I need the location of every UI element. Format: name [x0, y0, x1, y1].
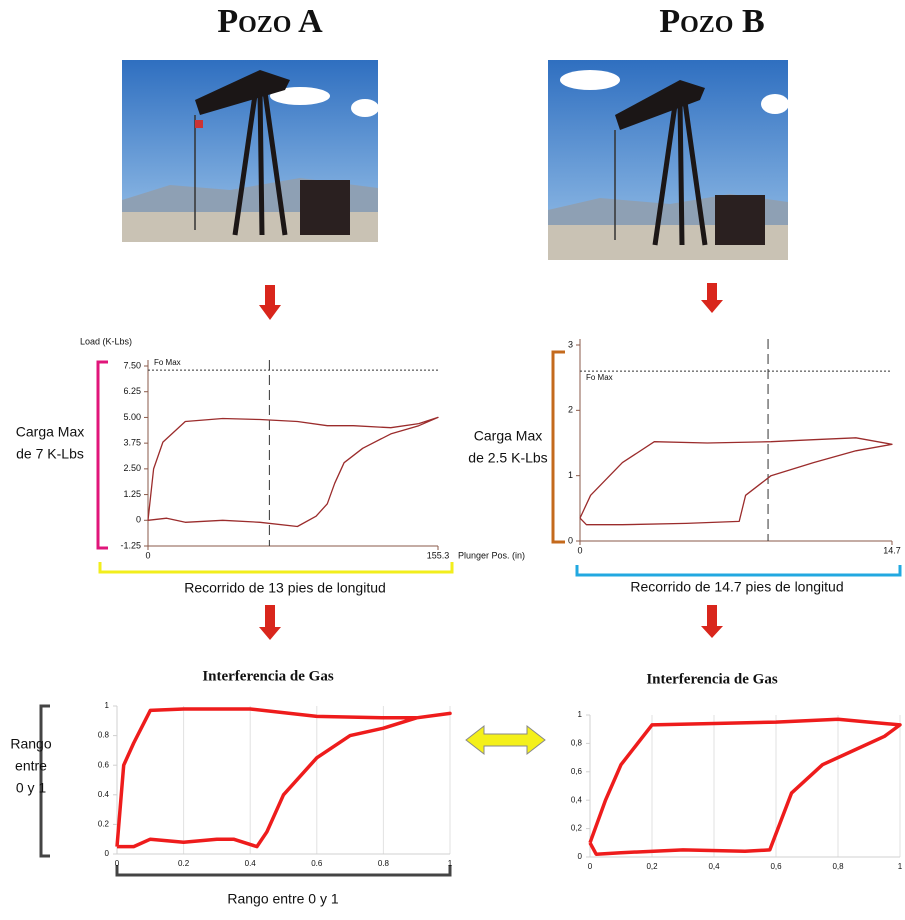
axis-label: Plunger Pos. (in): [458, 550, 525, 560]
y-tick-label: 0: [136, 515, 141, 525]
bracket: [117, 865, 450, 875]
y-tick-label: 1: [568, 470, 573, 480]
annotation: Recorrido de 13 pies de longitud: [184, 580, 386, 596]
y-tick-label: 1: [105, 701, 110, 710]
annotation: de 2.5 K-Lbs: [468, 450, 547, 466]
y-tick-label: 7.50: [123, 360, 141, 370]
y-tick-label: 0,2: [571, 824, 583, 833]
annotation: Carga Max: [474, 428, 542, 444]
x-tick-label: 0: [115, 859, 120, 868]
y-tick-label: 2: [568, 405, 573, 415]
x-tick-label: 0,8: [832, 862, 844, 871]
annotation: 0 y 1: [16, 780, 47, 796]
bracket: [100, 562, 452, 572]
x-tick-label: 0,6: [770, 862, 782, 871]
double-arrow: [466, 726, 545, 754]
curve: [148, 417, 438, 526]
annotation: Rango: [10, 736, 51, 752]
y-tick-label: 6.25: [123, 386, 141, 396]
x-tick-label: 0: [577, 545, 582, 555]
y-tick-label: 1.25: [123, 489, 141, 499]
x-tick-label: 0.6: [311, 859, 323, 868]
annotation: entre: [15, 758, 47, 774]
x-tick-label: 0.2: [178, 859, 190, 868]
x-tick-label: 0: [588, 862, 593, 871]
curve: [117, 709, 450, 847]
annotation: Carga Max: [16, 424, 84, 440]
well-title: Pozo A: [217, 3, 323, 40]
well-title: Pozo B: [659, 3, 764, 40]
chart-title: Interferencia de Gas: [646, 671, 778, 687]
y-tick-label: 0,4: [571, 795, 583, 804]
y-tick-label: 1: [578, 710, 583, 719]
annotation: de 7 K-Lbs: [16, 446, 84, 462]
annotation: Recorrido de 14.7 pies de longitud: [630, 579, 843, 595]
x-tick-label: 0.4: [245, 859, 257, 868]
chart-title: Interferencia de Gas: [202, 668, 334, 684]
photo: [122, 60, 379, 242]
curve: [580, 438, 892, 525]
y-tick-label: 0: [578, 852, 583, 861]
y-tick-label: 3.75: [123, 438, 141, 448]
y-tick-label: 0.8: [98, 731, 110, 740]
y-tick-label: 0,8: [571, 739, 583, 748]
y-tick-label: 0.6: [98, 760, 110, 769]
y-tick-label: -1.25: [120, 540, 141, 550]
curve: [590, 719, 900, 854]
y-tick-label: 0.2: [98, 820, 110, 829]
x-tick-label: 0,4: [708, 862, 720, 871]
photo: [548, 60, 789, 260]
x-tick-label: 0,2: [646, 862, 658, 871]
y-tick-label: 0,6: [571, 767, 583, 776]
fo-max-label: Fo Max: [154, 358, 181, 367]
bracket: [577, 565, 900, 575]
y-tick-label: 0: [568, 535, 573, 545]
axis-label: Load (K-Lbs): [80, 336, 132, 346]
bracket: [553, 352, 565, 542]
y-tick-label: 0: [105, 849, 110, 858]
bracket: [98, 362, 108, 548]
y-tick-label: 5.00: [123, 412, 141, 422]
y-tick-label: 0.4: [98, 790, 110, 799]
x-tick-label: 1: [898, 862, 903, 871]
y-tick-label: 2.50: [123, 463, 141, 473]
page: Pozo A Pozo B Carga Max de 7 K: [0, 0, 905, 920]
x-tick-label: 155.3: [427, 550, 450, 560]
x-tick-label: 0.8: [378, 859, 390, 868]
x-tick-label: 0: [145, 550, 150, 560]
x-tick-label: 14.7: [883, 545, 901, 555]
y-tick-label: 3: [568, 339, 573, 349]
fo-max-label: Fo Max: [586, 373, 613, 382]
x-tick-label: 1: [448, 859, 453, 868]
annotation: Rango entre 0 y 1: [227, 891, 339, 907]
